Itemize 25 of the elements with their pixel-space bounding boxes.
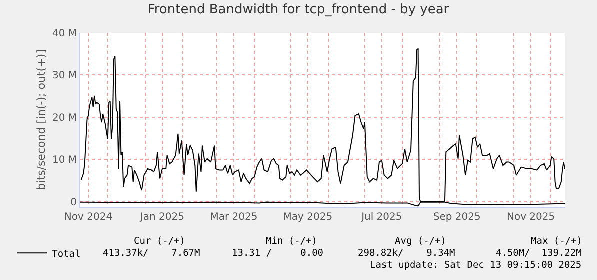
x-tick-label: Jul 2025: [360, 212, 402, 223]
y-tick-label: 30 M: [52, 70, 77, 82]
y-tick-label: 0: [70, 197, 77, 208]
text: 298.82k/ 9.34M: [358, 248, 456, 259]
text: Max (-/+): [531, 236, 582, 247]
text: 413.37k/ 7.67M: [103, 248, 201, 259]
text: Cur (-/+): [134, 236, 186, 247]
text: Min (-/+): [266, 236, 318, 247]
text: Avg (-/+): [395, 236, 446, 247]
x-tick-label: Sep 2025: [433, 212, 481, 223]
text: Last update: Sat Dec 13 09:15:00 2025: [370, 260, 582, 271]
text: 4.50M/ 139.22M: [496, 248, 582, 259]
x-tick-label: Jan 2025: [139, 212, 184, 223]
x-tick-label: May 2025: [283, 212, 333, 223]
y-tick-label: 20 M: [52, 112, 77, 124]
y-tick-label: 40 M: [52, 28, 77, 40]
line-series: [80, 48, 565, 202]
x-tick-label: Nov 2024: [64, 212, 113, 223]
legend-label: Total: [52, 248, 81, 260]
text: 13.31 / 0.00: [232, 248, 324, 259]
chart-title: Frontend Bandwidth for tcp_frontend - by year: [148, 2, 450, 18]
y-axis-title: bits/second [in(-); out(+)]: [35, 50, 48, 190]
y-tick-label: 10 M: [52, 155, 77, 166]
x-tick-label: Mar 2025: [210, 212, 258, 223]
x-tick-label: Nov 2025: [506, 212, 556, 223]
